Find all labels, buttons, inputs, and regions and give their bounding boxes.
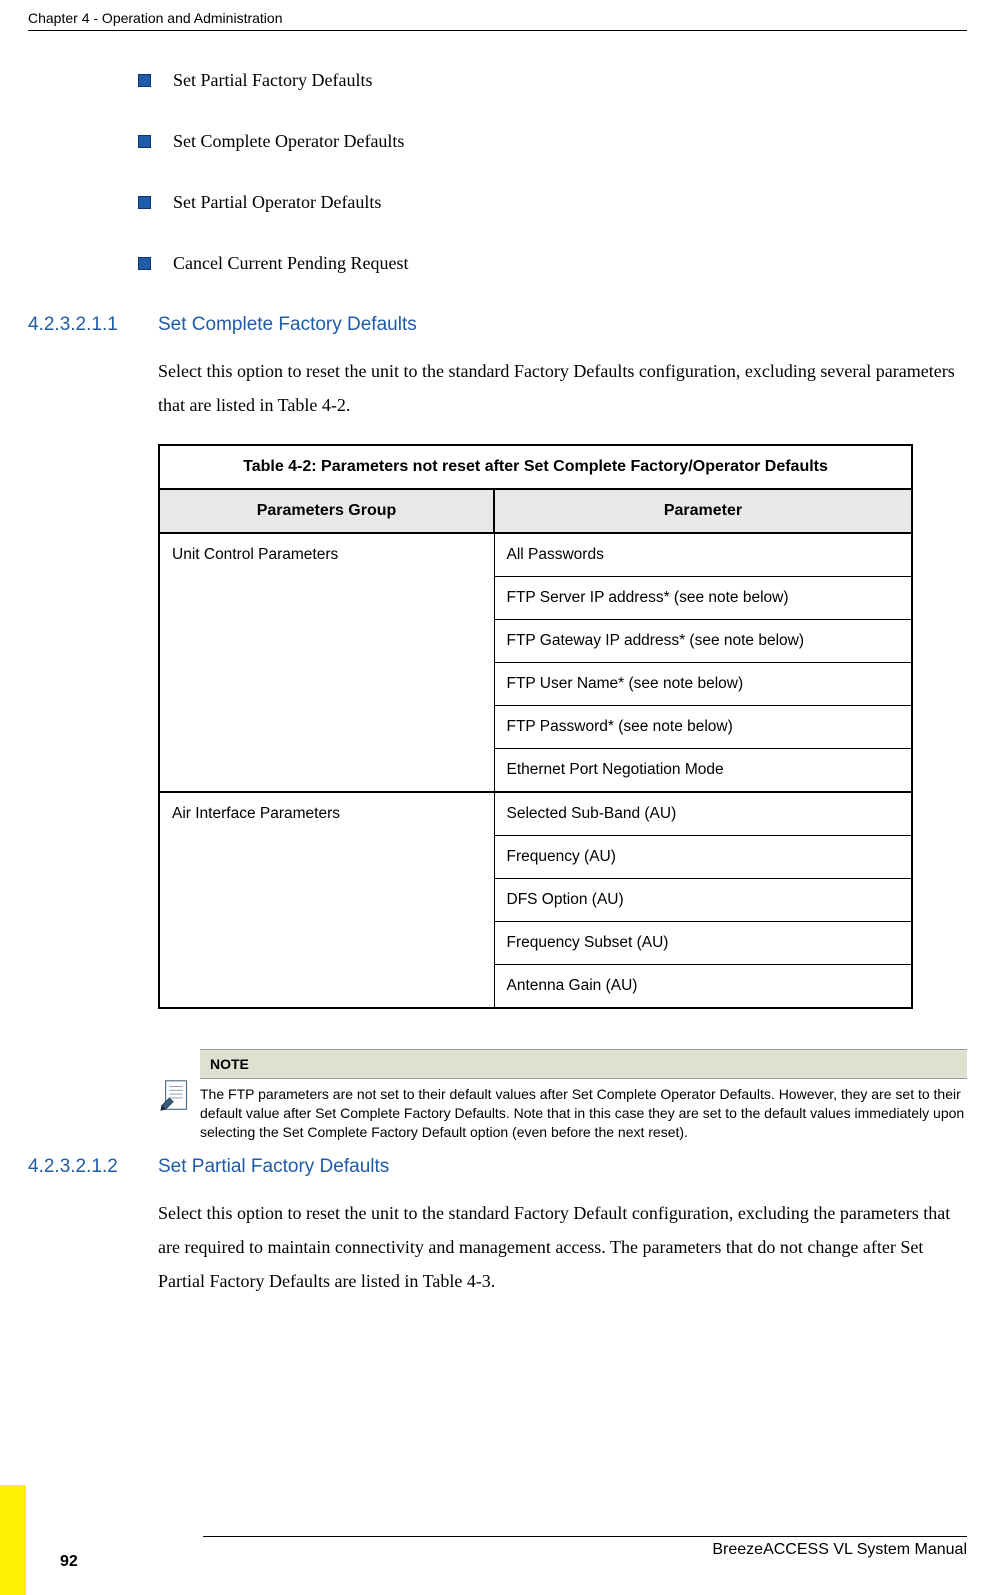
section-body: Select this option to reset the unit to … bbox=[158, 354, 967, 422]
bullet-item: Set Partial Factory Defaults bbox=[138, 70, 967, 91]
bullet-text: Set Complete Operator Defaults bbox=[173, 131, 404, 152]
section-number: 4.2.3.2.1.1 bbox=[28, 314, 158, 336]
table-param-cell: Antenna Gain (AU) bbox=[494, 965, 912, 1009]
table-param-cell: FTP Server IP address* (see note below) bbox=[494, 577, 912, 620]
section-heading: 4.2.3.2.1.1 Set Complete Factory Default… bbox=[28, 314, 967, 336]
manual-title: BreezeACCESS VL System Manual bbox=[712, 1541, 967, 1559]
note-text: The FTP parameters are not set to their … bbox=[200, 1079, 967, 1142]
table-title-row: Table 4-2: Parameters not reset after Se… bbox=[159, 445, 912, 489]
table-group-cell: Air Interface Parameters bbox=[159, 792, 494, 1008]
parameters-table: Table 4-2: Parameters not reset after Se… bbox=[158, 444, 967, 1009]
table-param-cell: FTP Gateway IP address* (see note below) bbox=[494, 620, 912, 663]
section-heading: 4.2.3.2.1.2 Set Partial Factory Defaults bbox=[28, 1156, 967, 1178]
section-body: Select this option to reset the unit to … bbox=[158, 1196, 967, 1299]
table-param-cell: DFS Option (AU) bbox=[494, 879, 912, 922]
table-param-cell: Ethernet Port Negotiation Mode bbox=[494, 749, 912, 793]
table-row: Unit Control Parameters All Passwords bbox=[159, 533, 912, 577]
chapter-title: Chapter 4 - Operation and Administration bbox=[28, 10, 282, 26]
page-content: Set Partial Factory Defaults Set Complet… bbox=[28, 50, 967, 1321]
bullet-square-icon bbox=[138, 135, 151, 148]
bullet-text: Set Partial Operator Defaults bbox=[173, 192, 381, 213]
bullet-square-icon bbox=[138, 257, 151, 270]
bullet-text: Set Partial Factory Defaults bbox=[173, 70, 372, 91]
table-title: Table 4-2: Parameters not reset after Se… bbox=[159, 445, 912, 489]
section-title: Set Partial Factory Defaults bbox=[158, 1156, 389, 1178]
note-block: NOTE The FTP parameters are not set to t… bbox=[158, 1049, 967, 1142]
note-label: NOTE bbox=[200, 1049, 967, 1079]
page-header: Chapter 4 - Operation and Administration bbox=[28, 10, 967, 31]
table-header-cell: Parameters Group bbox=[159, 489, 494, 533]
table-param-cell: FTP Password* (see note below) bbox=[494, 706, 912, 749]
table-header-cell: Parameter bbox=[494, 489, 912, 533]
table-param-cell: All Passwords bbox=[494, 533, 912, 577]
yellow-page-marker bbox=[0, 1485, 26, 1595]
table-row: Air Interface Parameters Selected Sub-Ba… bbox=[159, 792, 912, 836]
bullet-item: Cancel Current Pending Request bbox=[138, 253, 967, 274]
bullet-list: Set Partial Factory Defaults Set Complet… bbox=[138, 70, 967, 274]
table-group-cell: Unit Control Parameters bbox=[159, 533, 494, 792]
note-body: NOTE The FTP parameters are not set to t… bbox=[200, 1049, 967, 1142]
table-param-cell: Frequency Subset (AU) bbox=[494, 922, 912, 965]
table-param-cell: FTP User Name* (see note below) bbox=[494, 663, 912, 706]
table-param-cell: Frequency (AU) bbox=[494, 836, 912, 879]
section-number: 4.2.3.2.1.2 bbox=[28, 1156, 158, 1178]
page-number: 92 bbox=[60, 1553, 78, 1571]
bullet-item: Set Partial Operator Defaults bbox=[138, 192, 967, 213]
bullet-text: Cancel Current Pending Request bbox=[173, 253, 408, 274]
bullet-square-icon bbox=[138, 74, 151, 87]
bullet-square-icon bbox=[138, 196, 151, 209]
section-title: Set Complete Factory Defaults bbox=[158, 314, 417, 336]
table-param-cell: Selected Sub-Band (AU) bbox=[494, 792, 912, 836]
bullet-item: Set Complete Operator Defaults bbox=[138, 131, 967, 152]
table-header-row: Parameters Group Parameter bbox=[159, 489, 912, 533]
note-icon bbox=[158, 1049, 200, 1142]
page-footer: BreezeACCESS VL System Manual bbox=[28, 1536, 967, 1559]
footer-divider bbox=[203, 1536, 967, 1537]
